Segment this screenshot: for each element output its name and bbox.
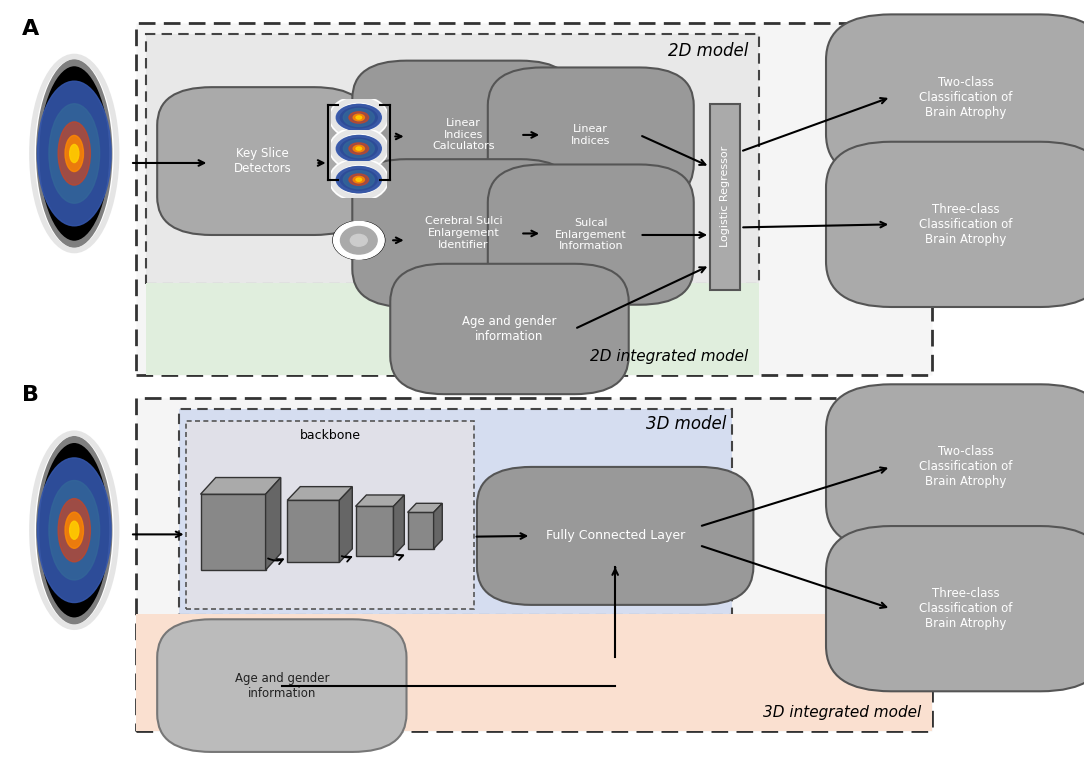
FancyBboxPatch shape: [352, 61, 575, 208]
Text: A: A: [22, 19, 39, 39]
Polygon shape: [356, 495, 404, 506]
Text: Fully Connected Layer: Fully Connected Layer: [545, 529, 685, 543]
Polygon shape: [287, 500, 339, 562]
Polygon shape: [287, 487, 352, 500]
FancyBboxPatch shape: [826, 384, 1084, 550]
Polygon shape: [266, 478, 281, 570]
Text: Three-class
Classification of
Brain Atrophy: Three-class Classification of Brain Atro…: [919, 587, 1012, 630]
Text: 2D integrated model: 2D integrated model: [590, 349, 748, 364]
Text: Logistic Regressor: Logistic Regressor: [720, 146, 731, 247]
Bar: [146, 34, 759, 284]
Bar: [146, 283, 759, 375]
Polygon shape: [201, 478, 281, 494]
Text: Linear
Indices
Calculators: Linear Indices Calculators: [433, 118, 494, 151]
Text: backbone: backbone: [299, 429, 361, 442]
FancyBboxPatch shape: [826, 14, 1084, 180]
Text: Key Slice
Detectors: Key Slice Detectors: [234, 147, 292, 175]
Polygon shape: [339, 487, 352, 562]
Text: Sulcal
Enlargement
Information: Sulcal Enlargement Information: [555, 218, 627, 251]
Bar: [136, 23, 932, 375]
Polygon shape: [408, 512, 434, 549]
Text: Age and gender
information: Age and gender information: [462, 315, 557, 343]
Polygon shape: [393, 495, 404, 556]
Bar: [136, 398, 932, 731]
Text: Age and gender
information: Age and gender information: [234, 672, 330, 700]
Polygon shape: [201, 494, 266, 570]
Polygon shape: [408, 503, 442, 512]
Text: Two-class
Classification of
Brain Atrophy: Two-class Classification of Brain Atroph…: [919, 76, 1012, 118]
FancyBboxPatch shape: [488, 67, 694, 202]
Text: B: B: [22, 385, 39, 405]
Text: 2D model: 2D model: [668, 42, 748, 60]
Text: Three-class
Classification of
Brain Atrophy: Three-class Classification of Brain Atro…: [919, 203, 1012, 246]
Polygon shape: [356, 506, 393, 556]
Bar: [186, 421, 474, 609]
Text: 3D model: 3D model: [646, 415, 726, 434]
Text: Linear
Indices: Linear Indices: [571, 124, 610, 146]
Text: 3D integrated model: 3D integrated model: [763, 705, 921, 720]
Text: Cerebral Sulci
Enlargement
Identifier: Cerebral Sulci Enlargement Identifier: [425, 217, 502, 249]
Text: Two-class
Classification of
Brain Atrophy: Two-class Classification of Brain Atroph…: [919, 446, 1012, 488]
Bar: [179, 409, 732, 615]
FancyBboxPatch shape: [477, 467, 753, 605]
FancyBboxPatch shape: [390, 264, 629, 394]
FancyBboxPatch shape: [352, 159, 575, 307]
Polygon shape: [434, 503, 442, 549]
FancyBboxPatch shape: [157, 87, 369, 235]
Bar: [136, 614, 932, 731]
FancyBboxPatch shape: [826, 526, 1084, 691]
FancyBboxPatch shape: [826, 142, 1084, 307]
FancyBboxPatch shape: [157, 619, 406, 752]
Bar: [710, 104, 740, 290]
FancyBboxPatch shape: [488, 164, 694, 305]
